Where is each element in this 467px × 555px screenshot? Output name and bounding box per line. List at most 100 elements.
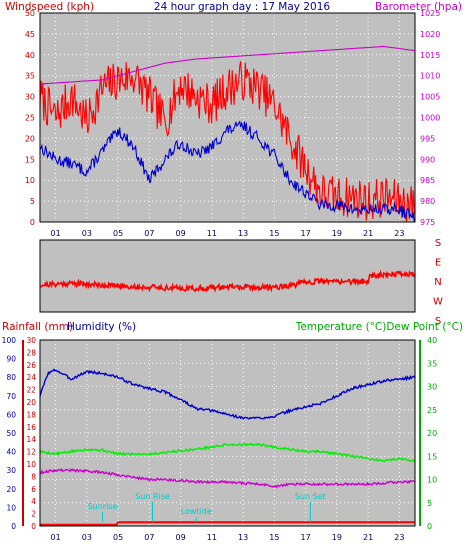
event-markers: Sunrise Sun Rise Lowtide Sun Set xyxy=(88,492,326,522)
barometer-tick-label: 1015 xyxy=(420,51,440,60)
temperature-x-tick-label: 23 xyxy=(394,533,404,542)
wind-speed-tick-label: 5 xyxy=(30,197,35,206)
wind-direction-tick-label: W xyxy=(433,297,443,308)
humidity-tick-label: 90 xyxy=(6,355,16,364)
temperature-x-tick-label: 03 xyxy=(82,533,92,542)
wind-x-tick-label: 15 xyxy=(269,229,279,238)
barometer-tick-label: 980 xyxy=(420,197,435,206)
temperature-dewpoint-axis-label: Temperature (°C)Dew Point (°C) xyxy=(295,321,463,333)
barometer-line xyxy=(39,45,416,85)
wind-x-tick-label: 01 xyxy=(51,229,61,238)
wind-direction-frame xyxy=(39,239,416,313)
wind-speed-tick-label: 15 xyxy=(25,155,35,164)
rainfall-line xyxy=(39,521,415,527)
wind-speed-axis-label: Windspeed (kph) xyxy=(5,1,94,13)
temperature-tick-label: 5 xyxy=(427,499,432,508)
temperature-x-tick-label: 17 xyxy=(301,533,311,542)
wind-direction-series xyxy=(39,269,416,293)
wind-x-tick-label: 23 xyxy=(394,229,404,238)
wind-x-tick-label: 13 xyxy=(238,229,248,238)
rainfall-tick-label: 16 xyxy=(26,423,36,432)
wind-plot-frame xyxy=(39,12,416,223)
rainfall-tick-label: 8 xyxy=(31,472,36,481)
event-marker-label: Sun Rise xyxy=(135,492,170,501)
wind-direction-tick-label: S xyxy=(435,238,441,249)
wind-x-tick-label: 07 xyxy=(144,229,154,238)
humidity-tick-label: 60 xyxy=(6,410,16,419)
barometer-tick-label: 985 xyxy=(420,176,435,185)
temperature-x-tick-label: 11 xyxy=(207,533,217,542)
wind-speed-tick-label: 20 xyxy=(25,134,35,143)
rainfall-tick-label: 0 xyxy=(31,522,36,531)
temperature-x-axis-ticks: 01 03 05 07 09 11 13 15 17 19 21 23 xyxy=(51,533,405,542)
temperature-x-tick-label: 05 xyxy=(113,533,123,542)
humidity-tick-label: 80 xyxy=(6,373,16,382)
rainfall-tick-label: 10 xyxy=(26,460,36,469)
barometer-tick-label: 1020 xyxy=(420,30,440,39)
wind-x-tick-label: 03 xyxy=(82,229,92,238)
barometer-tick-label: 1010 xyxy=(420,72,440,81)
barometer-axis-ticks: 975 980 985 990 995 1000 1005 1010 1015 1020 1025 xyxy=(420,9,440,227)
humidity-tick-label: 40 xyxy=(6,448,16,457)
barometer-axis-label: Barometer (hpa) xyxy=(375,1,462,13)
rainfall-tick-label: 18 xyxy=(26,410,36,419)
wind-series xyxy=(39,45,416,223)
dew-point-line xyxy=(39,468,416,489)
temperature-tick-label: 15 xyxy=(427,452,437,461)
wind-speed-tick-label: 40 xyxy=(25,51,35,60)
wind-x-tick-label: 11 xyxy=(207,229,217,238)
humidity-tick-label: 10 xyxy=(6,503,16,512)
event-marker-label: Sunrise xyxy=(88,502,118,511)
barometer-tick-label: 1000 xyxy=(420,114,440,123)
rainfall-tick-label: 4 xyxy=(31,497,36,506)
rainfall-tick-label: 28 xyxy=(26,348,36,357)
temperature-x-tick-label: 07 xyxy=(144,533,154,542)
event-marker-label: Sun Set xyxy=(295,492,326,501)
rainfall-tick-label: 12 xyxy=(26,448,36,457)
humidity-line xyxy=(39,368,416,420)
humidity-tick-label: 20 xyxy=(6,485,16,494)
rainfall-tick-label: 26 xyxy=(26,361,36,370)
rainfall-tick-label: 2 xyxy=(31,510,36,519)
wind-speed-tick-label: 30 xyxy=(25,93,35,102)
wind-direction-line xyxy=(39,269,416,293)
temperature-tick-label: 35 xyxy=(427,359,437,368)
temperature-x-tick-label: 13 xyxy=(238,533,248,542)
humidity-axis-label: Humidity (%) xyxy=(67,321,136,333)
temperature-x-tick-label: 21 xyxy=(363,533,373,542)
temperature-line xyxy=(39,442,415,463)
wind-speed-tick-label: 0 xyxy=(30,218,35,227)
wind-direction-tick-label: N xyxy=(434,277,441,288)
humidity-axis-ticks: 0 10 20 30 40 50 60 70 80 90 100 xyxy=(2,336,17,531)
wind-direction-tick-label: S xyxy=(435,316,441,327)
temperature-series xyxy=(39,368,416,527)
wind-speed-tick-label: 35 xyxy=(25,72,35,81)
wind-speed-tick-label: 50 xyxy=(25,9,35,18)
wind-speed-axis-ticks: 0 5 10 15 20 25 30 35 40 45 50 xyxy=(25,9,35,227)
wind-x-tick-label: 17 xyxy=(301,229,311,238)
rainfall-tick-label: 20 xyxy=(26,398,36,407)
humidity-tick-label: 30 xyxy=(6,466,16,475)
humidity-tick-label: 50 xyxy=(6,429,16,438)
wind-x-tick-label: 19 xyxy=(332,229,342,238)
rainfall-tick-label: 24 xyxy=(26,373,36,382)
wind-direction-tick-label: E xyxy=(435,258,441,269)
wind-x-tick-label: 09 xyxy=(176,229,186,238)
temperature-x-tick-label: 09 xyxy=(176,533,186,542)
barometer-tick-label: 1005 xyxy=(420,93,440,102)
temperature-tick-label: 30 xyxy=(427,383,437,392)
temperature-x-tick-label: 01 xyxy=(51,533,61,542)
humidity-tick-label: 70 xyxy=(6,392,16,401)
rainfall-tick-label: 6 xyxy=(31,485,36,494)
temperature-axis-ticks: 0 5 10 15 20 25 30 35 40 xyxy=(419,336,437,531)
barometer-tick-label: 1025 xyxy=(420,9,440,18)
humidity-tick-label: 0 xyxy=(11,522,16,531)
wind-speed-tick-label: 25 xyxy=(25,114,35,123)
temperature-tick-label: 25 xyxy=(427,406,437,415)
